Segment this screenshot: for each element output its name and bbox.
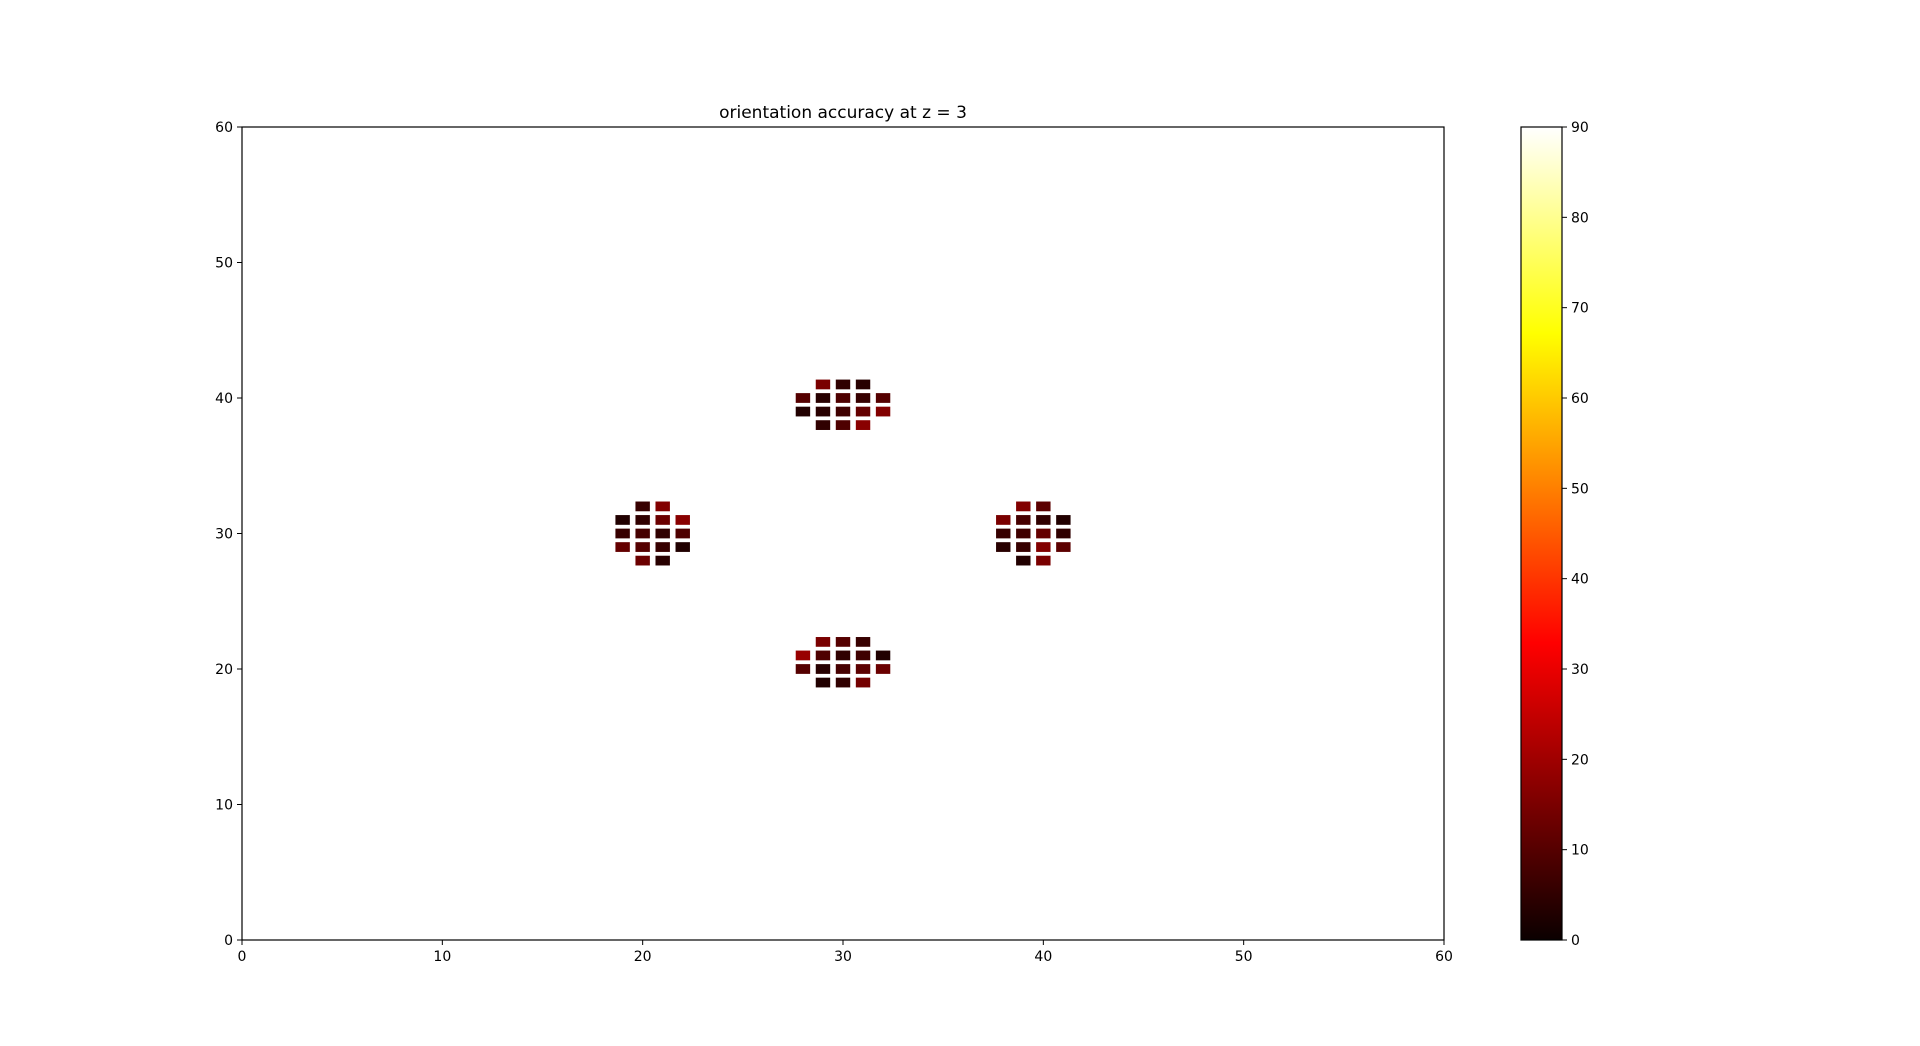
heatmap-cell bbox=[795, 664, 811, 674]
y-tick-label: 40 bbox=[215, 391, 233, 407]
heatmap-cell bbox=[1056, 515, 1071, 525]
x-axis: 0 10 20 30 40 50 60 bbox=[238, 940, 1453, 965]
heatmap-cell bbox=[1016, 528, 1031, 539]
heatmap-cell bbox=[855, 393, 871, 403]
colorbar-tick-label: 0 bbox=[1571, 933, 1580, 949]
heatmap-cell bbox=[835, 393, 851, 403]
heatmap-cell bbox=[855, 406, 871, 417]
heatmap-cell bbox=[1036, 542, 1051, 552]
colorbar-tick-label: 50 bbox=[1571, 481, 1589, 497]
colorbar-tick-label: 20 bbox=[1571, 752, 1589, 768]
heatmap-cell bbox=[1016, 542, 1031, 552]
heatmap-cell bbox=[795, 650, 811, 661]
x-tick-label: 10 bbox=[433, 949, 451, 965]
y-tick-label: 10 bbox=[215, 798, 233, 814]
colorbar bbox=[1520, 126, 1563, 941]
chart-title: orientation accuracy at z = 3 bbox=[719, 103, 967, 123]
heatmap-cell bbox=[1036, 501, 1051, 512]
heatmap-cell bbox=[635, 555, 650, 566]
heatmap-cell bbox=[795, 393, 811, 403]
heatmap-cell bbox=[815, 406, 831, 417]
heatmap-cell bbox=[635, 515, 650, 525]
y-tick-label: 30 bbox=[215, 527, 233, 543]
heatmap-cell bbox=[875, 664, 891, 674]
heatmap-cell bbox=[1036, 528, 1051, 539]
y-axis: 0 10 20 30 40 50 60 bbox=[215, 120, 242, 949]
heatmap-cell bbox=[855, 677, 871, 688]
x-tick-label: 60 bbox=[1435, 949, 1453, 965]
colorbar-tick-label: 30 bbox=[1571, 662, 1589, 678]
heatmap-cell bbox=[996, 515, 1011, 525]
colorbar-axis: 0 10 20 30 40 50 60 70 80 90 bbox=[1562, 120, 1589, 949]
heatmap-cell bbox=[815, 650, 831, 661]
heatmap-cell bbox=[875, 406, 891, 417]
colorbar-tick-label: 90 bbox=[1571, 120, 1589, 136]
heatmap-cell bbox=[635, 501, 650, 512]
heatmap-cell bbox=[835, 406, 851, 417]
heatmap-cell bbox=[635, 528, 650, 539]
heatmap-cell bbox=[675, 528, 690, 539]
plot-area-frame bbox=[241, 126, 1445, 941]
heatmap-cell bbox=[996, 542, 1011, 552]
y-tick-label: 60 bbox=[215, 120, 233, 136]
heatmap-cell bbox=[655, 515, 670, 525]
y-tick-label: 50 bbox=[215, 256, 233, 272]
heatmap-cell bbox=[815, 420, 831, 430]
heatmap-cell bbox=[655, 528, 670, 539]
colorbar-tick-label: 40 bbox=[1571, 572, 1589, 588]
heatmap-cell bbox=[655, 555, 670, 566]
colorbar-tick-label: 60 bbox=[1571, 391, 1589, 407]
heatmap-cell bbox=[835, 379, 851, 390]
heatmap-cell bbox=[1056, 528, 1071, 539]
heatmap-cell bbox=[815, 664, 831, 674]
heatmap-cell bbox=[1036, 515, 1051, 525]
data-cells bbox=[615, 379, 1071, 688]
colorbar-tick-label: 10 bbox=[1571, 843, 1589, 859]
heatmap-cell bbox=[815, 677, 831, 688]
heatmap-cell bbox=[1016, 555, 1031, 566]
heatmap-cell bbox=[835, 677, 851, 688]
heatmap-cell bbox=[815, 393, 831, 403]
x-tick-label: 50 bbox=[1235, 949, 1253, 965]
heatmap-cell bbox=[795, 406, 811, 417]
heatmap-cell bbox=[615, 542, 630, 552]
x-tick-label: 20 bbox=[634, 949, 652, 965]
heatmap-cell bbox=[675, 515, 690, 525]
heatmap-cell bbox=[855, 420, 871, 430]
heatmap-cell bbox=[855, 650, 871, 661]
heatmap-cell bbox=[615, 528, 630, 539]
colorbar-tick-label: 80 bbox=[1571, 210, 1589, 226]
heatmap-cell bbox=[635, 542, 650, 552]
heatmap-cell bbox=[835, 650, 851, 661]
heatmap-cell bbox=[655, 542, 670, 552]
x-tick-label: 40 bbox=[1034, 949, 1052, 965]
heatmap-cell bbox=[875, 650, 891, 661]
heatmap-cell bbox=[875, 393, 891, 403]
heatmap-cell bbox=[655, 501, 670, 512]
x-tick-label: 30 bbox=[834, 949, 852, 965]
heatmap-cell bbox=[615, 515, 630, 525]
heatmap-cell bbox=[1016, 501, 1031, 512]
y-tick-label: 20 bbox=[215, 662, 233, 678]
x-tick-label: 0 bbox=[238, 949, 247, 965]
heatmap-cell bbox=[855, 379, 871, 390]
heatmap-cell bbox=[815, 637, 831, 647]
heatmap-cell bbox=[835, 420, 851, 430]
heatmap-cell bbox=[1016, 515, 1031, 525]
heatmap-cell bbox=[996, 528, 1011, 539]
heatmap-cell bbox=[835, 664, 851, 674]
heatmap-cell bbox=[815, 379, 831, 390]
heatmap-cell bbox=[675, 542, 690, 552]
colorbar-tick-label: 70 bbox=[1571, 301, 1589, 317]
heatmap-cell bbox=[835, 637, 851, 647]
y-tick-label: 0 bbox=[224, 933, 233, 949]
heatmap-cell bbox=[855, 664, 871, 674]
heatmap-cell bbox=[855, 637, 871, 647]
heatmap-cell bbox=[1036, 555, 1051, 566]
heatmap-cell bbox=[1056, 542, 1071, 552]
